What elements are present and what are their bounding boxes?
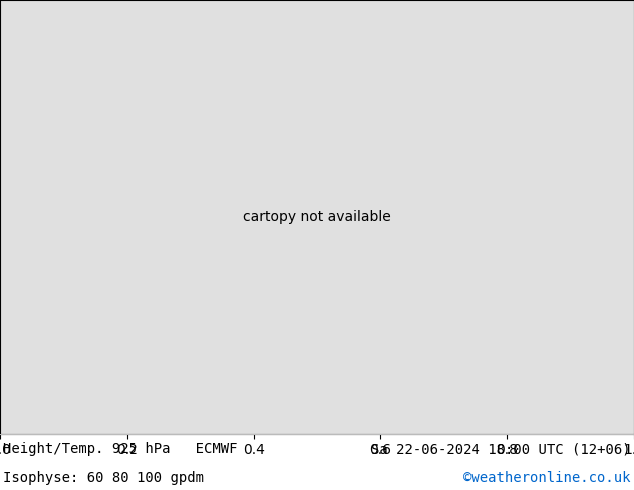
Text: ©weatheronline.co.uk: ©weatheronline.co.uk <box>463 470 631 485</box>
Text: cartopy not available: cartopy not available <box>243 210 391 224</box>
Text: Height/Temp. 925 hPa   ECMWF: Height/Temp. 925 hPa ECMWF <box>3 442 238 456</box>
Text: Sa 22-06-2024 18:00 UTC (12+06): Sa 22-06-2024 18:00 UTC (12+06) <box>371 442 631 456</box>
Text: Isophyse: 60 80 100 gpdm: Isophyse: 60 80 100 gpdm <box>3 470 204 485</box>
